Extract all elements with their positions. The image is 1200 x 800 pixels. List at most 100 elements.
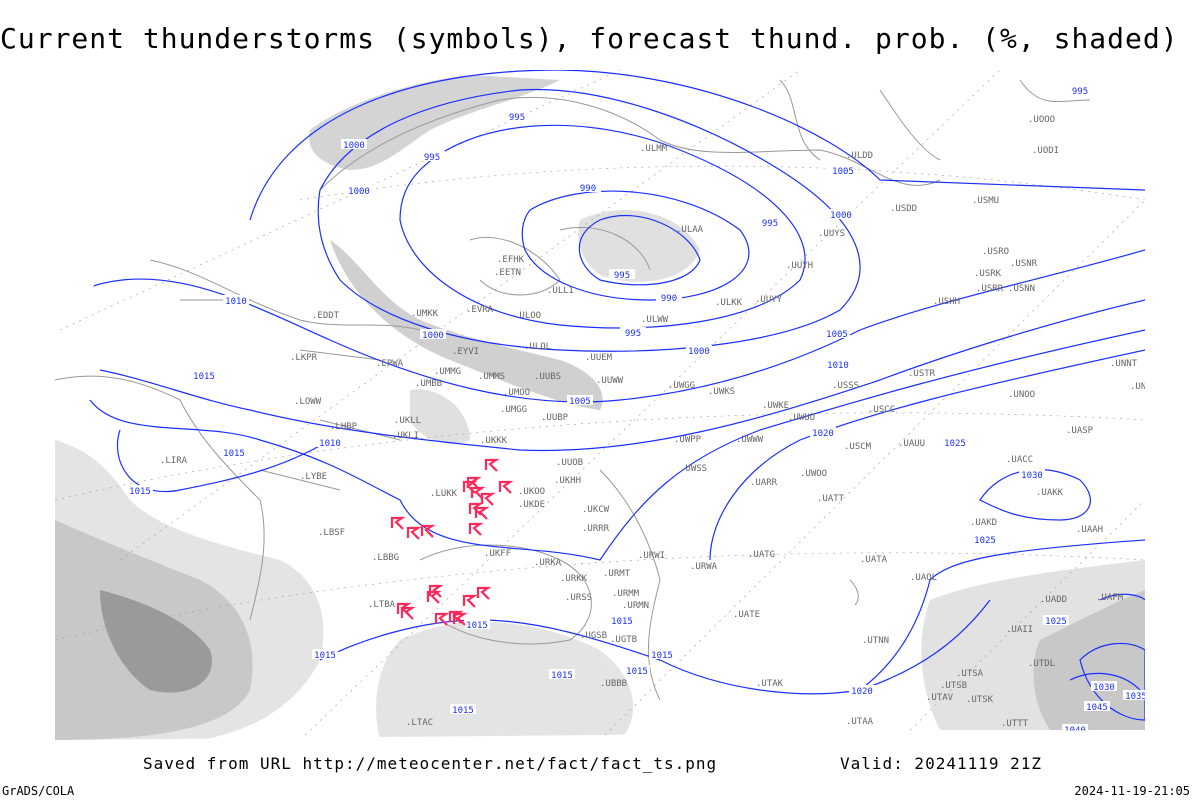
station-label: .UATA: [860, 555, 888, 565]
isobar-label-bg: [830, 165, 856, 175]
isobar-label: 1015: [551, 671, 573, 681]
isobar-label-group: 995: [419, 151, 445, 163]
station-labels: .ULMM .ULDD .USMU .USDD .UUYS .ULAA .UUYH .UUYY…: [160, 115, 1157, 729]
isobar-line: [859, 539, 1145, 691]
station-label-group: .UWOO: [800, 469, 827, 479]
isobar-label: 1040: [1064, 726, 1086, 736]
thunderstorm-symbol-icon: [406, 526, 422, 540]
isobar-label-group: 1005: [830, 165, 856, 177]
isobar-label-bg: [624, 665, 650, 675]
station-label-group: .UTDL: [1028, 659, 1055, 669]
isobar-label: 1015: [223, 449, 245, 459]
station-label-group: .ULWW: [641, 315, 669, 325]
isobar-label-bg: [464, 619, 490, 629]
isobar-label-group: 1000: [346, 185, 372, 197]
thunderstorm-symbol-icon: [468, 522, 484, 536]
station-label-group: .EVRA: [466, 305, 494, 315]
station-label: .UAKK: [1036, 488, 1064, 498]
station-label-group: .UKOO: [518, 487, 545, 497]
station-label-group: .UTSB: [940, 681, 967, 691]
station-label: .UWSS: [680, 464, 707, 474]
station-label: .UTTT: [1001, 719, 1029, 729]
station-label: .ULLI: [547, 286, 574, 296]
station-label-group: .UARR: [750, 478, 778, 488]
station-label-group: .USMU: [972, 196, 999, 206]
station-label: .UUEM: [585, 353, 613, 363]
station-label-group: .EFHK: [497, 255, 525, 265]
thunderstorm-symbol-icon: [452, 612, 468, 626]
station-label: .LTAC: [406, 718, 433, 728]
station-label-group: .ULAA: [676, 225, 704, 235]
station-label: .UTSA: [956, 669, 984, 679]
station-label: .UUWW: [596, 376, 624, 386]
thunderstorm-symbol-icon: [462, 594, 478, 608]
isobar-label-group: 1025: [1043, 615, 1069, 627]
station-label: .UMMS: [478, 372, 505, 382]
isobar-label: 1000: [348, 187, 370, 197]
station-label: .UNBB: [1130, 382, 1157, 392]
isobar-label: 1010: [225, 297, 247, 307]
station-label: .UWGG: [668, 381, 695, 391]
station-label-group: .UTNN: [862, 636, 889, 646]
station-label-group: .UTSK: [966, 695, 994, 705]
station-label: .UTSK: [966, 695, 994, 705]
station-label-group: .UGTB: [610, 635, 637, 645]
isobar-label-bg: [810, 427, 836, 437]
station-label-group: .LBBG: [372, 553, 399, 563]
isobar-label-bg: [849, 685, 875, 695]
station-label: .URSS: [565, 593, 592, 603]
isobar-label-bg: [420, 329, 446, 339]
station-label: .UMGG: [500, 405, 527, 415]
station-label: .UWPP: [674, 435, 702, 445]
station-label: .UMBB: [415, 379, 442, 389]
isobar-label-bg: [450, 704, 476, 714]
station-label: .URMT: [603, 569, 631, 579]
station-label: .EDDT: [312, 311, 340, 321]
station-label: .UTNN: [862, 636, 889, 646]
isobar-label-bg: [312, 649, 338, 659]
isobar-line: [521, 190, 750, 301]
isobar-label: 1005: [832, 167, 854, 177]
isobar-line: [99, 299, 1145, 452]
station-label-group: .UWSS: [680, 464, 707, 474]
isobar-label: 1010: [827, 361, 849, 371]
station-label-group: .LHBP: [330, 422, 358, 432]
station-label: .EPWA: [376, 359, 404, 369]
map-title: Current thunderstorms (symbols), forecas…: [0, 22, 1179, 55]
station-label: .UKOO: [518, 487, 545, 497]
isobar-label-group: 995: [757, 217, 783, 229]
station-label: .ULKK: [715, 298, 743, 308]
station-label-group: .ULKK: [715, 298, 743, 308]
station-label: .USDD: [890, 204, 917, 214]
station-label-group: .UAAH: [1076, 525, 1103, 535]
station-label: .USNN: [1008, 284, 1035, 294]
station-label: .UKFF: [484, 549, 511, 559]
station-label: .UACC: [1006, 455, 1033, 465]
station-label: .UUOB: [556, 458, 583, 468]
station-label: .UWUU: [788, 413, 815, 423]
isobar-label: 1000: [688, 347, 710, 357]
isobar-label-bg: [609, 269, 635, 279]
thunderstorm-symbol-icon: [498, 480, 514, 494]
station-label-group: .URRR: [582, 524, 610, 534]
station-label: .UGSB: [580, 631, 607, 641]
station-label: .UKCW: [582, 505, 610, 515]
station-label-group: .ULOO: [514, 311, 541, 321]
isobar-label: 1015: [129, 487, 151, 497]
station-label-group: .ULOL: [524, 342, 551, 352]
isobar-label-group: 1000: [341, 139, 367, 151]
station-label: .UAUU: [898, 439, 925, 449]
isobar-label-group: 995: [504, 111, 530, 123]
station-label: .ULOL: [524, 342, 551, 352]
isobar-label-bg: [191, 370, 217, 380]
station-label-group: .EYVI: [452, 347, 479, 357]
station-label-group: .UWPP: [674, 435, 702, 445]
station-label-group: .EETN: [494, 268, 521, 278]
station-label: .UTDL: [1028, 659, 1055, 669]
station-label: .USRK: [974, 269, 1002, 279]
station-label-group: .UMKK: [411, 309, 439, 319]
station-label: .EFHK: [497, 255, 525, 265]
station-label-group: .USRK: [974, 269, 1002, 279]
isobar-label: 1000: [422, 331, 444, 341]
isobar-label: 1005: [569, 397, 591, 407]
